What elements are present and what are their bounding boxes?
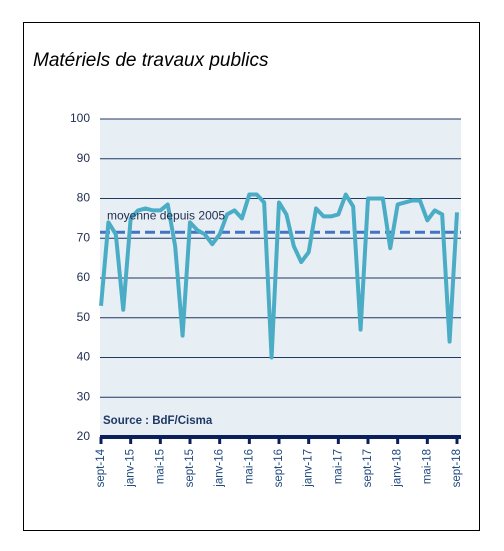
y-tick-label: 70 — [77, 230, 91, 244]
reference-label: moyenne depuis 2005 — [107, 208, 225, 222]
x-tick-label: janv-15 — [125, 449, 137, 488]
y-tick-label: 40 — [77, 350, 91, 364]
chart-title: Matériels de travaux publics — [33, 50, 269, 71]
y-tick-label: 80 — [77, 191, 91, 205]
y-tick-label: 30 — [77, 389, 91, 403]
x-tick-label: sept-17 — [362, 449, 374, 487]
x-tick-label: sept-16 — [273, 449, 285, 487]
data-line — [99, 192, 459, 360]
x-tick-label: sept-18 — [451, 449, 463, 487]
y-tick-label: 60 — [77, 270, 91, 284]
x-tick-label: mai-15 — [154, 449, 166, 484]
y-tick-label: 100 — [70, 111, 90, 125]
x-tick-label: mai-17 — [332, 449, 344, 484]
x-tick-label: janv-18 — [392, 449, 404, 488]
y-tick-label: 90 — [77, 151, 91, 165]
y-tick-label: 50 — [77, 310, 91, 324]
source-note: Source : BdF/Cisma — [103, 415, 213, 427]
x-tick-label: sept-14 — [95, 448, 107, 487]
x-tick-label: janv-16 — [214, 449, 226, 488]
x-tick-label: sept-15 — [184, 449, 196, 487]
x-tick-label: mai-18 — [421, 449, 433, 484]
x-tick-label: janv-17 — [303, 449, 315, 488]
x-tick-label: mai-16 — [243, 449, 255, 484]
y-tick-label: 20 — [77, 429, 91, 443]
